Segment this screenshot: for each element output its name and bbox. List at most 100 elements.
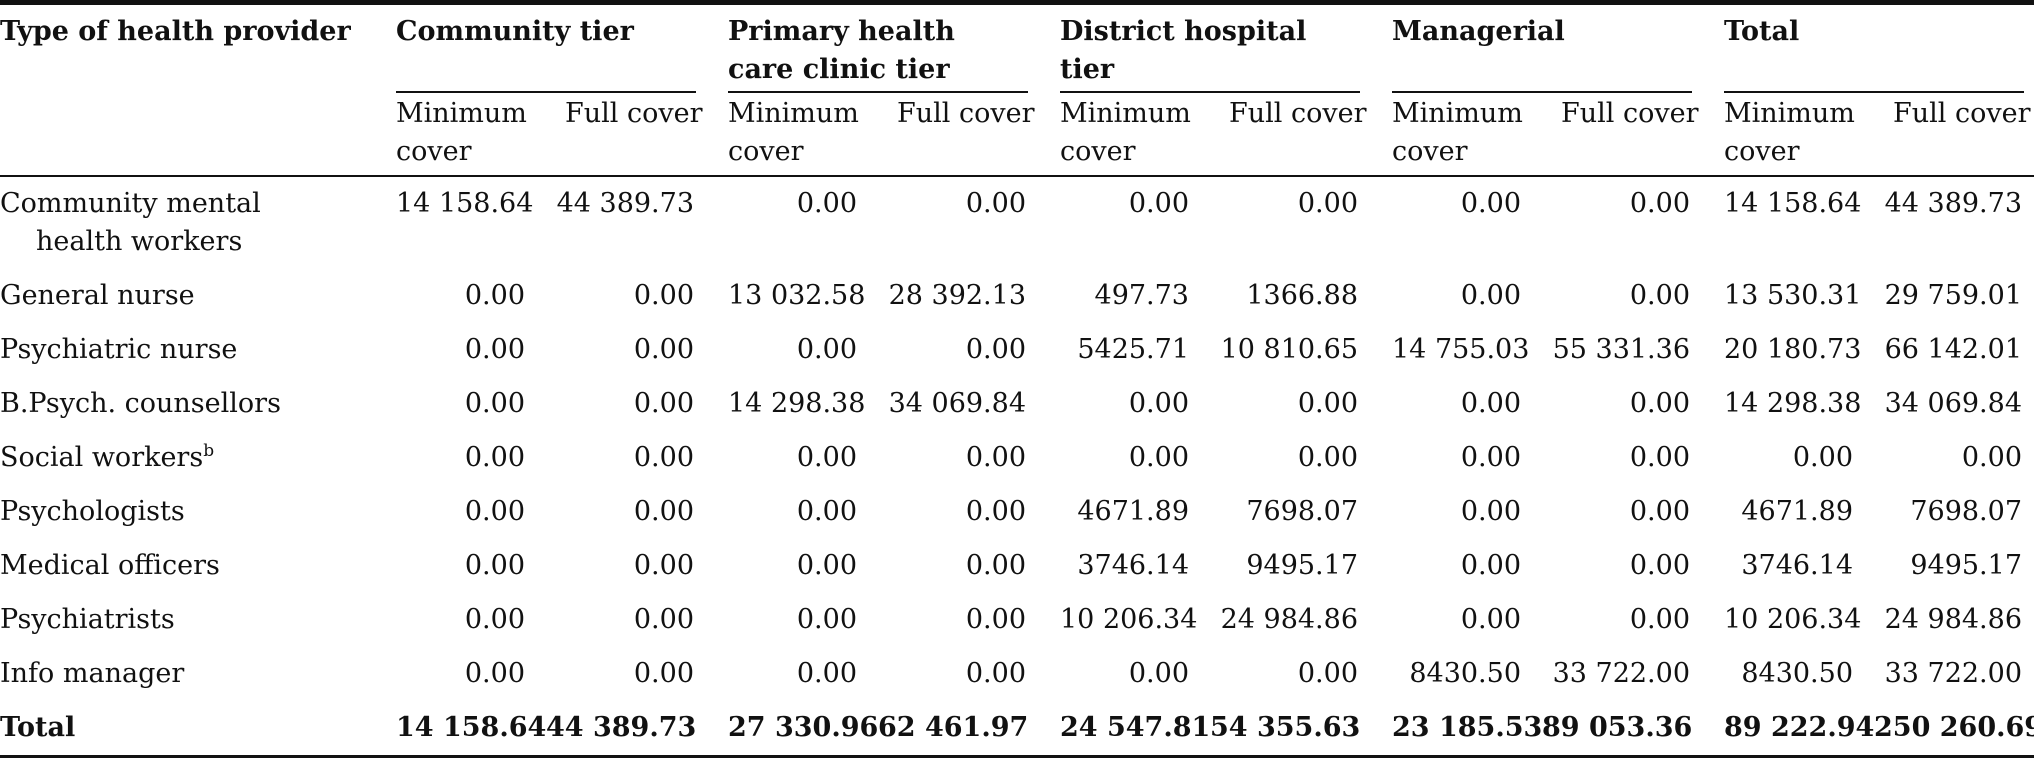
- cell: 0.00: [1297, 442, 1358, 473]
- column-header: Minimum cover: [1392, 93, 1542, 177]
- cell: 0.00: [1629, 280, 1690, 311]
- group-header: Managerial: [1392, 13, 1692, 93]
- cell: 0.00: [965, 604, 1026, 635]
- cell: 0.00: [464, 442, 525, 473]
- cell: 23 185.53: [1392, 712, 1543, 743]
- cell: 10 206.34: [1724, 604, 1862, 635]
- column-header: Minimum cover: [396, 93, 546, 177]
- cell: 14 158.64: [396, 712, 547, 743]
- cell: 0.00: [464, 388, 525, 419]
- cell: 0.00: [1629, 442, 1690, 473]
- cell: 0.00: [965, 442, 1026, 473]
- row-label: Psychiatrists: [0, 604, 175, 635]
- group-header-cell: Primary health care clinic tier: [728, 3, 1060, 93]
- group-header-cell: Managerial: [1392, 3, 1724, 93]
- cell: 250 260.69: [1874, 712, 2034, 743]
- cell: 44 389.73: [546, 712, 697, 743]
- cell: 0.00: [464, 280, 525, 311]
- cell: 0.00: [1629, 550, 1690, 581]
- cell: 24 547.81: [1060, 712, 1211, 743]
- row-label-cell: Info manager: [0, 647, 396, 701]
- row-label-wrap: Total: [0, 709, 336, 747]
- column-header: Minimum cover: [1060, 93, 1210, 177]
- cell: 0.00: [1460, 550, 1521, 581]
- cell: 497.73: [1094, 280, 1189, 311]
- cell: 62 461.97: [878, 712, 1029, 743]
- cell: 27 330.96: [728, 712, 879, 743]
- cell: 44 389.73: [556, 188, 694, 219]
- cell: 0.00: [1297, 658, 1358, 689]
- row-label: Info manager: [0, 658, 185, 689]
- cell: 0.00: [633, 658, 694, 689]
- cell: 55 331.36: [1552, 334, 1690, 365]
- cell: 0.00: [965, 658, 1026, 689]
- column-header: Full cover: [1210, 93, 1392, 177]
- table-row: B.Psych. counsellors 0.00 0.00 14 298.38 34 …: [0, 377, 2034, 431]
- row-label: Social workers: [0, 442, 204, 473]
- cell: 0.00: [1629, 388, 1690, 419]
- group-header-cell: Total: [1724, 3, 2034, 93]
- group-header: Total: [1724, 13, 2024, 93]
- cell: 0.00: [1961, 442, 2022, 473]
- cell: 0.00: [796, 442, 857, 473]
- row-label-wrap: Social workersb: [0, 439, 336, 477]
- cell: 0.00: [796, 550, 857, 581]
- row-label-wrap: Community mental health workers: [0, 185, 336, 261]
- table-row: General nurse 0.00 0.00 13 032.58 28 392.13 4…: [0, 269, 2034, 323]
- cell: 28 392.13: [888, 280, 1026, 311]
- cell: 0.00: [1128, 658, 1189, 689]
- cell: 24 984.86: [1884, 604, 2022, 635]
- cell: 44 389.73: [1884, 188, 2022, 219]
- table-row: Medical officers 0.00 0.00 0.00 0.00 3746.14 9…: [0, 539, 2034, 593]
- cell: 0.00: [1128, 442, 1189, 473]
- column-header: Minimum cover: [1724, 93, 1874, 177]
- column-header: Full cover: [546, 93, 728, 177]
- cell: 0.00: [1460, 280, 1521, 311]
- cell: 8430.50: [1409, 658, 1521, 689]
- row-label-wrap: Psychologists: [0, 493, 336, 531]
- row-label-cell: Psychiatric nurse: [0, 323, 396, 377]
- cell: 10 206.34: [1060, 604, 1198, 635]
- cell: 0.00: [965, 334, 1026, 365]
- cell: 0.00: [464, 658, 525, 689]
- cell: 0.00: [633, 280, 694, 311]
- row-label: Community mental health workers: [0, 188, 261, 257]
- group-header: Community tier: [396, 13, 696, 93]
- cell: 0.00: [633, 442, 694, 473]
- row-label: Psychologists: [0, 496, 185, 527]
- cell: 5425.71: [1077, 334, 1189, 365]
- group-header-cell: District hospital tier: [1060, 3, 1392, 93]
- cell: 8430.50: [1741, 658, 1853, 689]
- table-row: Psychiatric nurse 0.00 0.00 0.00 0.00 5425.71…: [0, 323, 2034, 377]
- cell: 0.00: [1460, 604, 1521, 635]
- row-label-wrap: Psychiatric nurse: [0, 331, 336, 369]
- cell: 0.00: [1629, 188, 1690, 219]
- cell: 14 158.64: [1724, 188, 1862, 219]
- cell: 0.00: [965, 188, 1026, 219]
- cell: 33 722.00: [1884, 658, 2022, 689]
- row-label: General nurse: [0, 280, 195, 311]
- cell: 0.00: [1629, 496, 1690, 527]
- cell: 54 355.63: [1210, 712, 1361, 743]
- cell: 14 298.38: [728, 388, 866, 419]
- cell: 0.00: [965, 550, 1026, 581]
- cell: 14 755.03: [1392, 334, 1530, 365]
- cell: 0.00: [1128, 388, 1189, 419]
- table-row: Info manager 0.00 0.00 0.00 0.00 0.00 0.00 8430…: [0, 647, 2034, 701]
- cell: 9495.17: [1246, 550, 1358, 581]
- cell: 0.00: [1460, 496, 1521, 527]
- row-label-cell: Social workersb: [0, 431, 396, 485]
- table-row: Social workersb 0.00 0.00 0.00 0.00 0.00 0.00 0…: [0, 431, 2034, 485]
- cell: 14 298.38: [1724, 388, 1862, 419]
- footnote-marker: b: [203, 441, 215, 461]
- cell: 0.00: [965, 496, 1026, 527]
- row-label-cell: Psychologists: [0, 485, 396, 539]
- cell: 29 759.01: [1884, 280, 2022, 311]
- table-row: Total 14 158.64 44 389.73 27 330.96 62 461.9…: [0, 701, 2034, 757]
- cell: 24 984.86: [1220, 604, 1358, 635]
- cell: 0.00: [1128, 188, 1189, 219]
- table-row: Psychiatrists 0.00 0.00 0.00 0.00 10 206.34 24…: [0, 593, 2034, 647]
- cell: 13 530.31: [1724, 280, 1862, 311]
